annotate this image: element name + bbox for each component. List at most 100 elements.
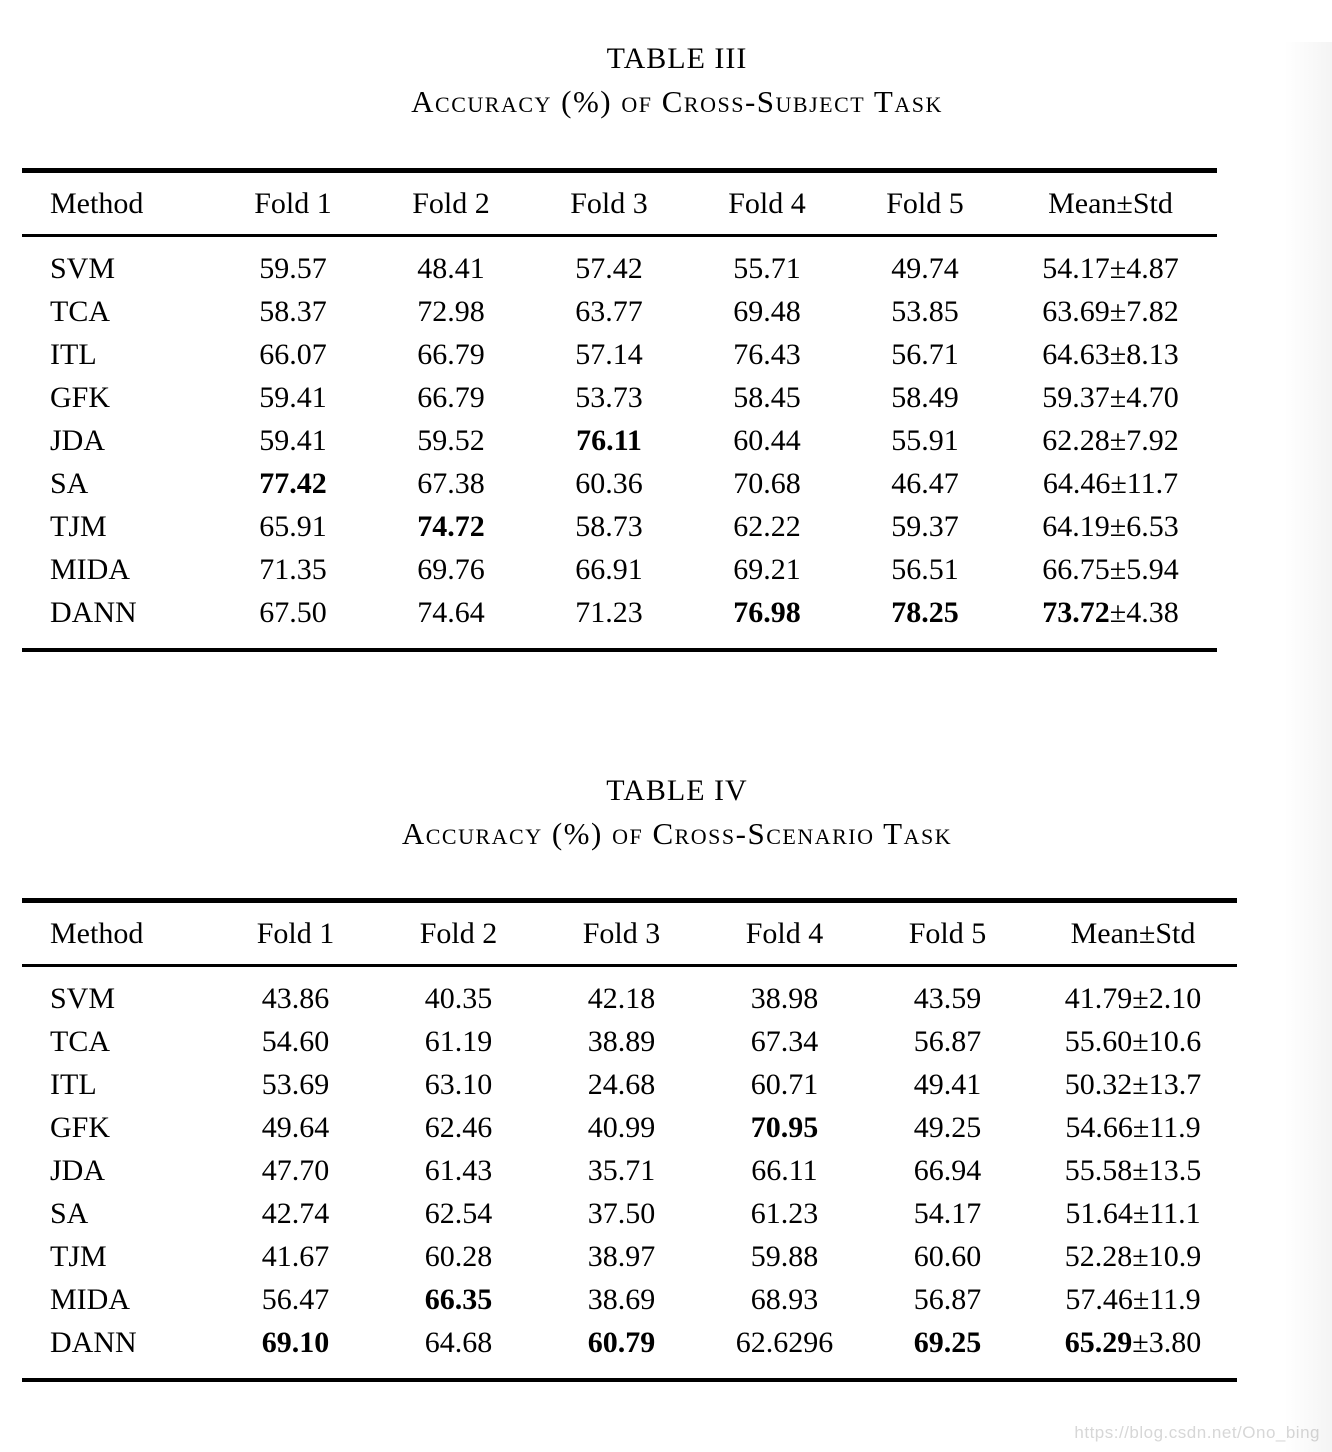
- value-cell: 53.85: [891, 295, 959, 328]
- mean-value: 50.32: [1064, 1068, 1133, 1101]
- value-cell: 62.22: [733, 510, 801, 543]
- value-cell: 76.11: [576, 424, 642, 457]
- std-value: ±8.13: [1109, 338, 1179, 371]
- table-row: JDA 59.41 59.52 76.11 60.44 55.91 62.28±7.92: [22, 419, 1217, 462]
- mean-std-cell: 55.60±10.6: [1029, 1020, 1237, 1063]
- table-title: Accuracy (%) of Cross-Scenario Task: [401, 816, 953, 851]
- value-cell: 55.91: [891, 424, 959, 457]
- value-cell: 78.25: [891, 596, 959, 629]
- value-cell: 74.64: [417, 596, 485, 629]
- value-cell: 37.50: [587, 1197, 656, 1230]
- method-cell: TJM: [50, 510, 107, 543]
- value-cell: 55.71: [733, 252, 801, 285]
- method-cell: TJM: [50, 1240, 107, 1273]
- value-cell: 54.60: [261, 1025, 330, 1058]
- value-cell: 40.99: [587, 1111, 656, 1144]
- mean-std-cell: 62.28±7.92: [1004, 419, 1217, 462]
- mean-std-cell: 65.29±3.80: [1029, 1321, 1237, 1380]
- value-cell: 57.14: [575, 338, 643, 371]
- column-header-fold-5: Fold 5: [908, 917, 987, 950]
- std-value: ±4.38: [1109, 596, 1179, 629]
- value-cell: 56.71: [891, 338, 959, 371]
- value-cell: 59.57: [259, 252, 327, 285]
- method-cell: ITL: [50, 1068, 97, 1101]
- value-cell: 38.97: [587, 1240, 656, 1273]
- mean-value: 41.79: [1064, 982, 1133, 1015]
- value-cell: 56.87: [913, 1283, 982, 1316]
- value-cell: 59.37: [891, 510, 959, 543]
- table-row: GFK 49.64 62.46 40.99 70.95 49.25 54.66±11.9: [22, 1106, 1237, 1149]
- mean-std-cell: 54.17±4.87: [1004, 236, 1217, 291]
- mean-std-cell: 52.28±10.9: [1029, 1235, 1237, 1278]
- mean-value: 55.60: [1064, 1025, 1133, 1058]
- table-caption: TABLE III: [606, 42, 748, 75]
- value-cell: 48.41: [417, 252, 485, 285]
- value-cell: 59.52: [417, 424, 485, 457]
- value-cell: 63.77: [575, 295, 643, 328]
- value-cell: 56.87: [913, 1025, 982, 1058]
- value-cell: 56.51: [891, 553, 959, 586]
- mean-std-cell: 63.69±7.82: [1004, 290, 1217, 333]
- value-cell: 62.54: [424, 1197, 493, 1230]
- method-cell: SA: [50, 467, 89, 500]
- value-cell: 38.98: [750, 982, 819, 1015]
- mean-std-cell: 55.58±13.5: [1029, 1149, 1237, 1192]
- column-header-fold-3: Fold 3: [582, 917, 661, 950]
- mean-value: 54.66: [1065, 1111, 1133, 1144]
- value-cell: 60.79: [587, 1326, 656, 1359]
- value-cell: 24.68: [587, 1068, 656, 1101]
- value-cell: 60.71: [750, 1068, 819, 1101]
- watermark-url: https://blog.csdn.net/Ono_bing: [1074, 1423, 1320, 1442]
- mean-std-cell: 59.37±4.70: [1004, 376, 1217, 419]
- method-cell: DANN: [50, 596, 137, 629]
- value-cell: 74.72: [417, 510, 485, 543]
- mean-value: 62.28: [1042, 424, 1110, 457]
- std-value: ±10.9: [1132, 1240, 1202, 1273]
- value-cell: 67.34: [750, 1025, 819, 1058]
- mean-std-cell: 50.32±13.7: [1029, 1063, 1237, 1106]
- table-row: MIDA 56.47 66.35 38.69 68.93 56.87 57.46±11.9: [22, 1278, 1237, 1321]
- value-cell: 66.79: [417, 381, 485, 414]
- value-cell: 35.71: [587, 1154, 656, 1187]
- value-cell: 53.69: [261, 1068, 330, 1101]
- value-cell: 60.28: [424, 1240, 493, 1273]
- table-row: ITL 66.07 66.79 57.14 76.43 56.71 64.63±8.13: [22, 333, 1217, 376]
- column-header-fold-1: Fold 1: [256, 917, 335, 950]
- table-row: GFK 59.41 66.79 53.73 58.45 58.49 59.37±4.70: [22, 376, 1217, 419]
- cross-subject-results-table: Method Fold 1 Fold 2 Fold 3 Fold 4 Fold 5 Mean…: [22, 168, 1217, 652]
- std-value: ±4.70: [1109, 381, 1179, 414]
- table-iv-section: TABLE IV Accuracy (%) of Cross-Scenario …: [22, 774, 1332, 1382]
- value-cell: 41.67: [261, 1240, 330, 1273]
- value-cell: 57.42: [575, 252, 643, 285]
- value-cell: 76.98: [733, 596, 801, 629]
- value-cell: 66.11: [751, 1154, 818, 1187]
- mean-std-cell: 57.46±11.9: [1029, 1278, 1237, 1321]
- std-value: ±11.9: [1132, 1283, 1201, 1316]
- method-cell: JDA: [50, 424, 106, 457]
- table-iv-caption-block: TABLE IV Accuracy (%) of Cross-Scenario …: [22, 774, 1332, 854]
- std-value: ±11.1: [1132, 1197, 1201, 1230]
- value-cell: 58.37: [259, 295, 327, 328]
- value-cell: 66.35: [424, 1283, 493, 1316]
- std-value: ±7.92: [1109, 424, 1179, 457]
- value-cell: 58.73: [575, 510, 643, 543]
- method-cell: TCA: [50, 295, 110, 328]
- mean-value: 54.17: [1042, 252, 1110, 285]
- table-row: ITL 53.69 63.10 24.68 60.71 49.41 50.32±13.7: [22, 1063, 1237, 1106]
- column-header-fold-2: Fold 2: [412, 187, 490, 220]
- mean-value: 57.46: [1065, 1283, 1133, 1316]
- value-cell: 62.6296: [735, 1326, 834, 1359]
- mean-value: 64.63: [1042, 338, 1110, 371]
- std-value: ±4.87: [1109, 252, 1179, 285]
- method-cell: TCA: [50, 1025, 110, 1058]
- method-cell: GFK: [50, 381, 111, 414]
- value-cell: 66.07: [259, 338, 327, 371]
- value-cell: 61.19: [424, 1025, 493, 1058]
- table-row: SVM 43.86 40.35 42.18 38.98 43.59 41.79±2.10: [22, 966, 1237, 1021]
- value-cell: 59.41: [259, 424, 327, 457]
- value-cell: 69.21: [733, 553, 801, 586]
- value-cell: 43.59: [913, 982, 982, 1015]
- column-header-fold-4: Fold 4: [745, 917, 824, 950]
- value-cell: 65.91: [259, 510, 327, 543]
- value-cell: 47.70: [261, 1154, 330, 1187]
